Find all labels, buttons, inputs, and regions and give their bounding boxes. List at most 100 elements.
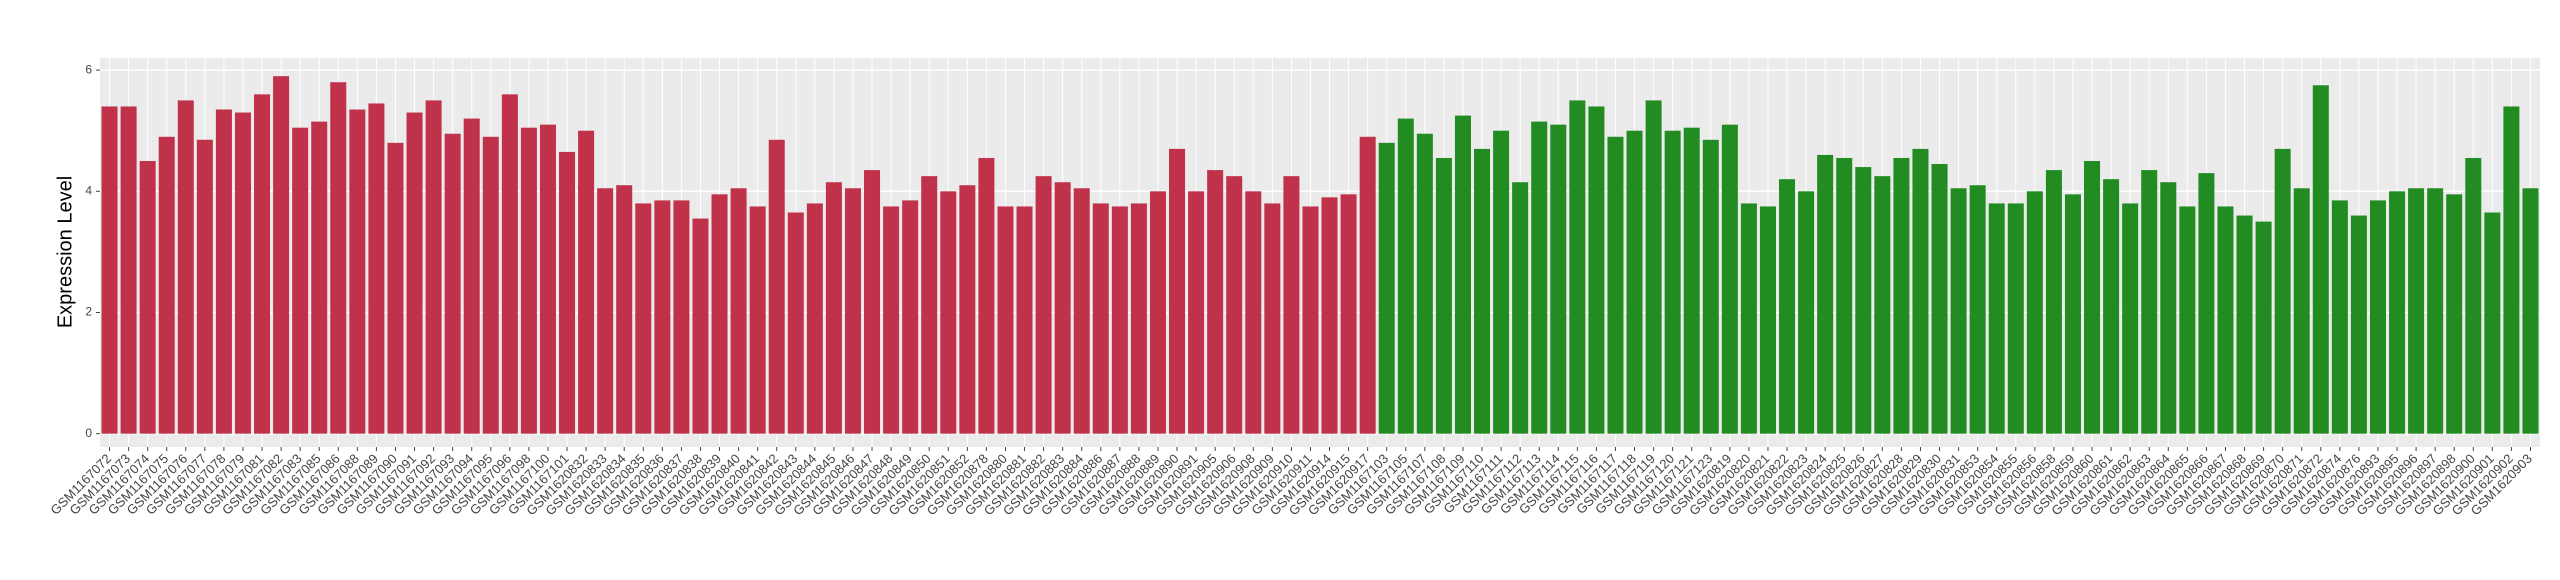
bar <box>2350 215 2367 434</box>
bar <box>1664 130 1681 434</box>
bar <box>387 142 404 434</box>
bar <box>2255 221 2272 434</box>
bar <box>1950 188 1967 434</box>
bar <box>1931 164 1948 434</box>
bar <box>2312 85 2329 434</box>
bar <box>1740 203 1757 434</box>
bar <box>349 109 366 434</box>
bar <box>597 188 614 434</box>
bar <box>559 151 576 434</box>
bar <box>292 127 309 434</box>
bar <box>1226 176 1243 434</box>
bar <box>1321 197 1338 434</box>
bar <box>1531 121 1548 434</box>
bar <box>2408 188 2425 434</box>
bar <box>2084 161 2101 434</box>
bar <box>940 191 957 434</box>
bar <box>1626 130 1643 434</box>
bar <box>692 218 709 434</box>
bar <box>921 176 938 434</box>
bar <box>463 118 480 434</box>
bar <box>311 121 328 434</box>
bar <box>139 161 156 434</box>
bar <box>1607 136 1624 434</box>
bar <box>1474 148 1491 434</box>
bar <box>196 139 213 434</box>
bar <box>2122 203 2139 434</box>
bar <box>1759 206 1776 434</box>
bar <box>1435 157 1452 434</box>
bar <box>2045 170 2062 434</box>
bar <box>2026 191 2043 434</box>
bar <box>2427 188 2444 434</box>
bar <box>578 130 595 434</box>
bar <box>2293 188 2310 434</box>
bar <box>482 136 499 434</box>
bar <box>1702 139 1719 434</box>
bar <box>539 124 556 434</box>
bar <box>1683 127 1700 434</box>
bar <box>673 200 690 434</box>
bar <box>330 82 347 434</box>
bar <box>1645 100 1662 434</box>
bar <box>406 112 423 434</box>
bar <box>1798 191 1815 434</box>
bar <box>768 139 785 434</box>
bar <box>1493 130 1510 434</box>
bar <box>1111 206 1128 434</box>
bar <box>1073 188 1090 434</box>
bar <box>825 182 842 434</box>
bar <box>1855 167 1872 434</box>
bar <box>273 76 290 434</box>
bar <box>1283 176 1300 434</box>
bar <box>215 109 232 434</box>
bar <box>1550 124 1567 434</box>
bar <box>2465 157 2482 434</box>
bar <box>1149 191 1166 434</box>
bar <box>1169 148 1186 434</box>
bar <box>1588 106 1605 434</box>
bar <box>2217 206 2234 434</box>
bar <box>1340 194 1357 434</box>
bar <box>1188 191 1205 434</box>
bar <box>997 206 1014 434</box>
y-tick-label: 4 <box>85 183 92 197</box>
bar <box>1092 203 1109 434</box>
bar <box>1302 206 1319 434</box>
bar <box>711 194 728 434</box>
bar <box>2522 188 2539 434</box>
bar <box>444 133 461 434</box>
bar <box>254 94 271 434</box>
bar <box>654 200 671 434</box>
bar <box>177 100 194 434</box>
bar <box>1454 115 1471 434</box>
bar <box>864 170 881 434</box>
bar <box>1054 182 1071 434</box>
bar <box>158 136 175 434</box>
bar <box>730 188 747 434</box>
bar <box>2389 191 2406 434</box>
bar <box>1721 124 1738 434</box>
bar <box>1397 118 1414 434</box>
bar <box>1359 136 1376 434</box>
bar <box>2331 200 2348 434</box>
bar <box>2198 173 2215 434</box>
bar <box>2503 106 2520 434</box>
bar <box>1912 148 1929 434</box>
bar <box>1874 176 1891 434</box>
bar <box>501 94 518 434</box>
bar <box>959 185 976 434</box>
bar <box>2007 203 2024 434</box>
y-axis-title: Expression Level <box>54 176 76 328</box>
bar <box>1836 157 1853 434</box>
y-tick-label: 0 <box>85 426 92 440</box>
bar <box>1378 142 1395 434</box>
bar <box>120 106 137 434</box>
bar <box>806 203 823 434</box>
bar <box>2446 194 2463 434</box>
bar <box>883 206 900 434</box>
bar <box>425 100 442 434</box>
bar <box>2236 215 2253 434</box>
y-tick-label: 2 <box>85 305 92 319</box>
